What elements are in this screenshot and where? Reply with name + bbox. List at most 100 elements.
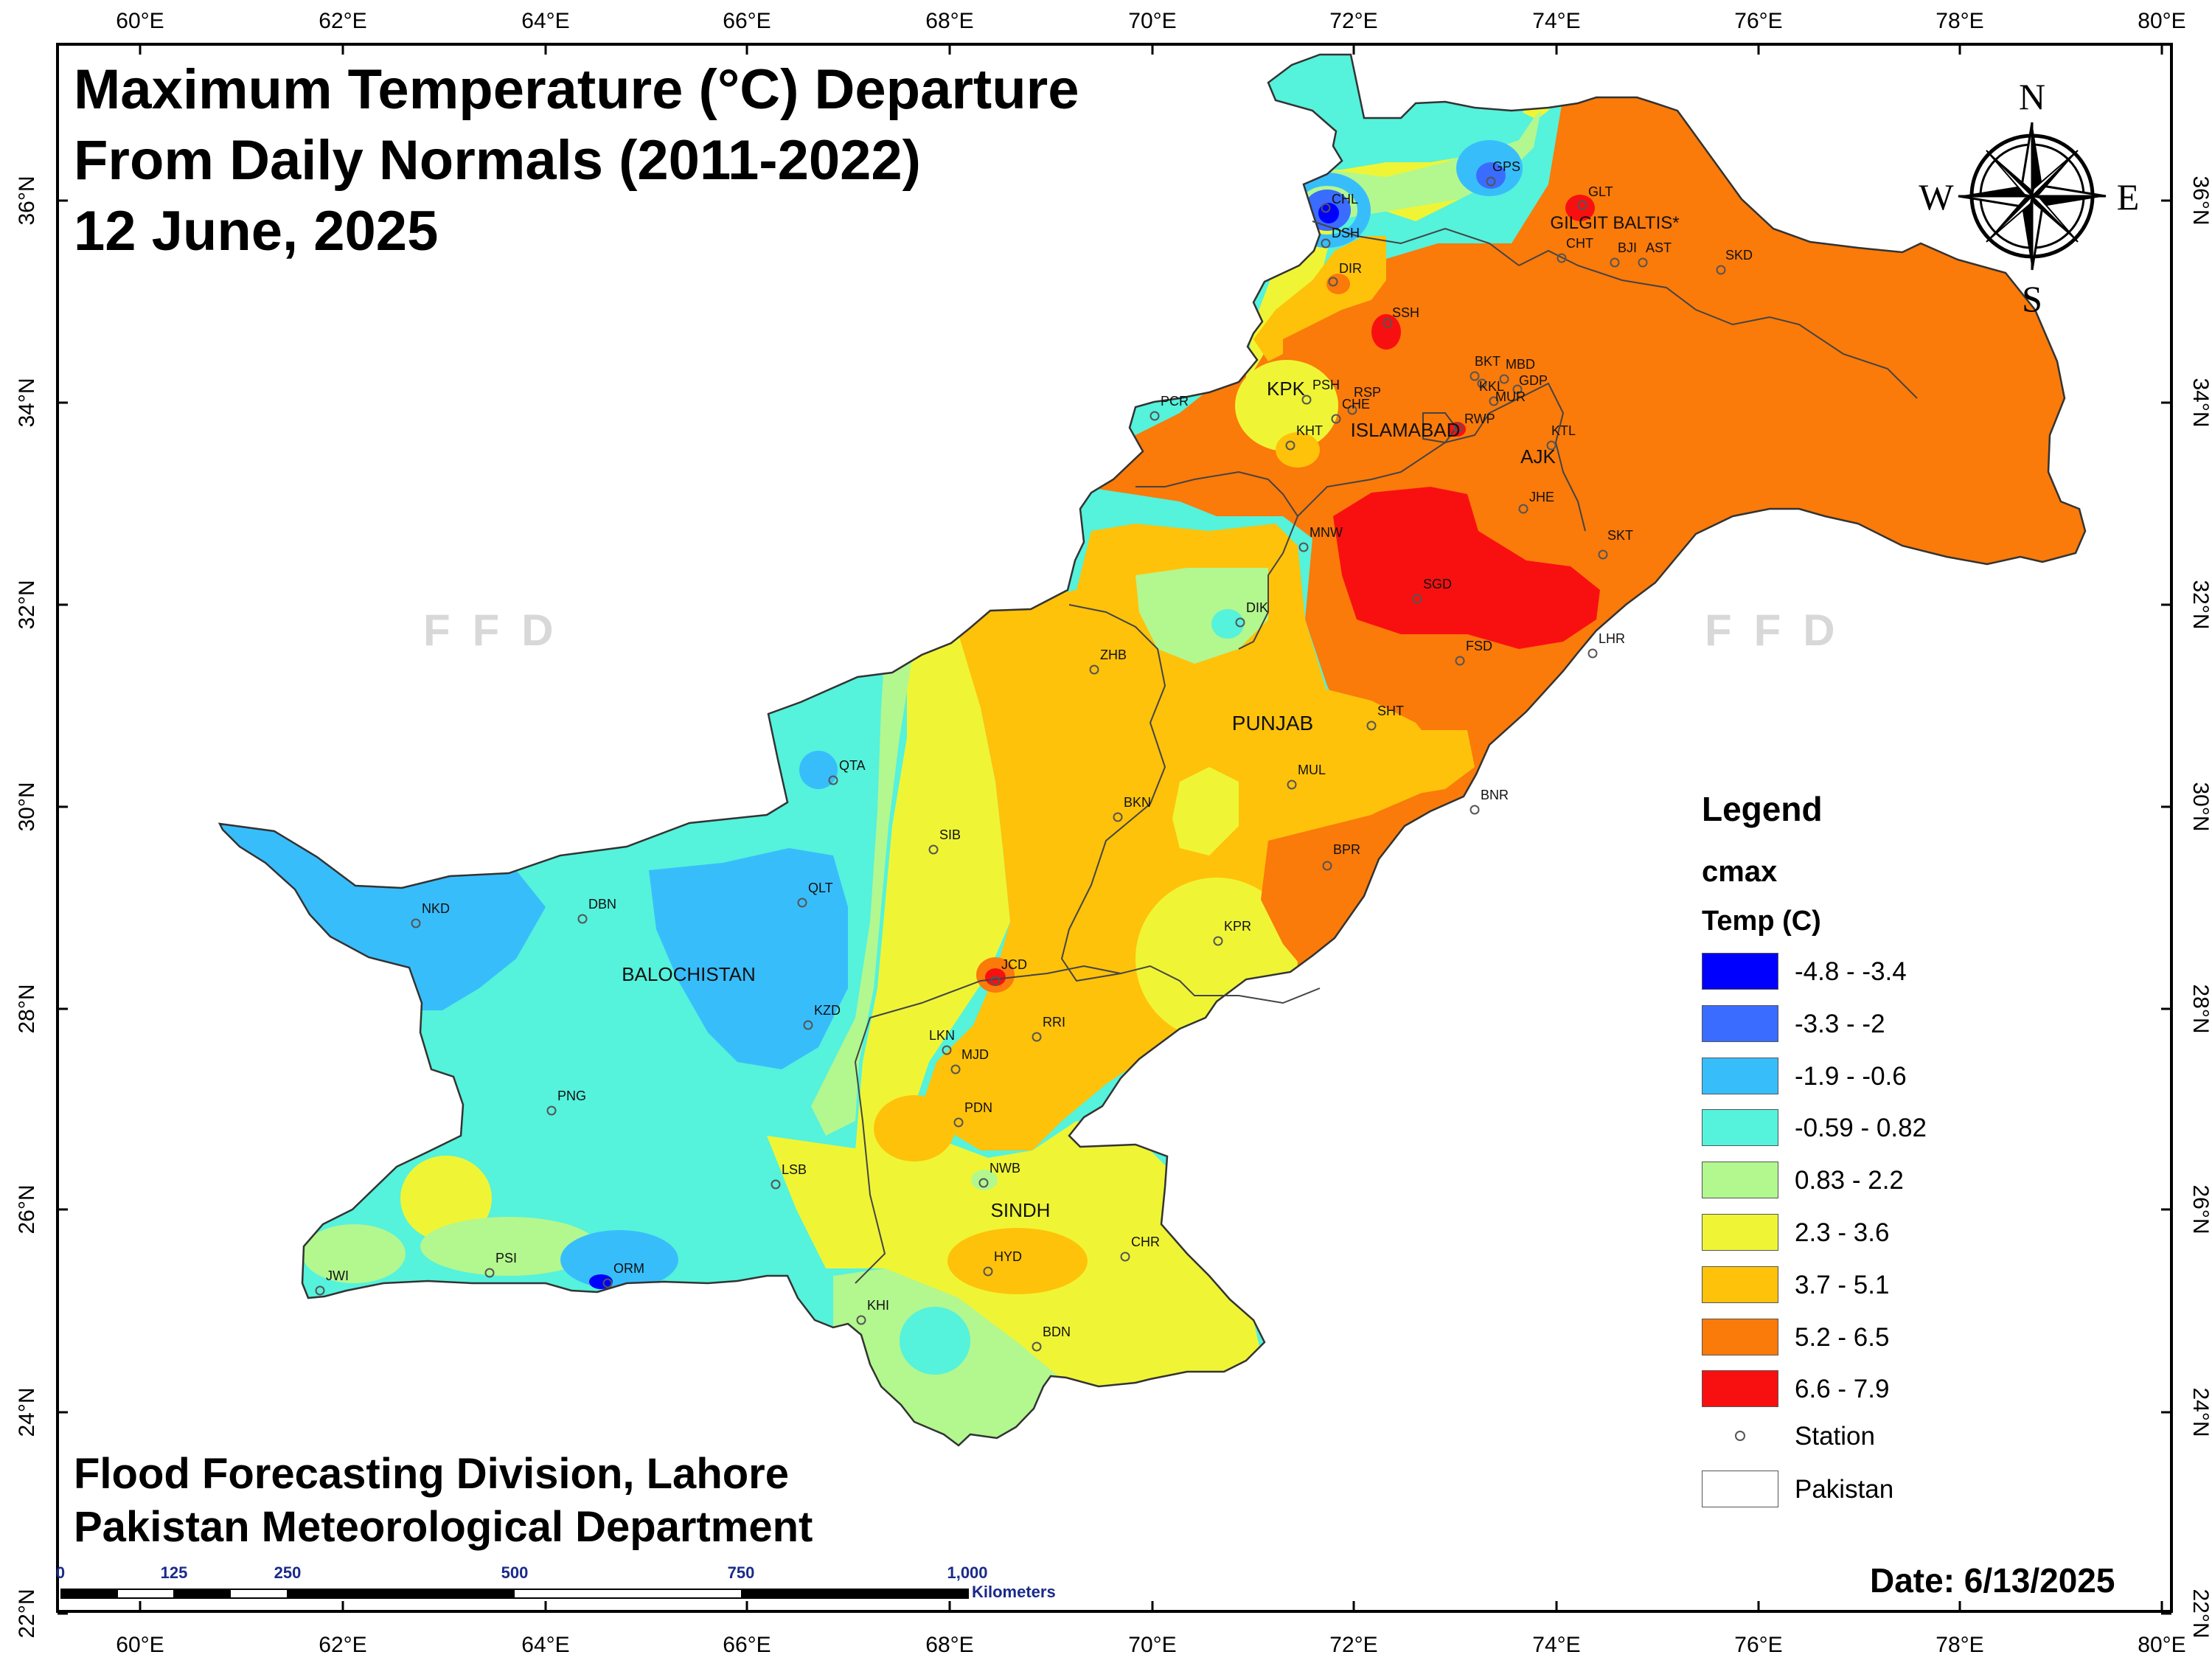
station-marker: [803, 1020, 813, 1030]
lon-label-top: 78°E: [1935, 9, 1983, 33]
lat-label-left: 24°N: [15, 1387, 39, 1437]
station-label: JWI: [326, 1268, 349, 1283]
zone-0-83-to-2-2-west: [811, 645, 914, 1136]
longitude-labels-top: 60°E 62°E 64°E 66°E 68°E 70°E 72°E 74°E 76°E 78°E…: [116, 9, 2185, 33]
scale-tick-label: 0: [56, 1563, 65, 1582]
watermark-right: FFD: [1705, 605, 1857, 655]
station-marker: [411, 918, 421, 928]
legend-class-row: -1.9 - -0.6: [1702, 1057, 2100, 1096]
zone-moderate-multan: [1246, 686, 1445, 841]
zone-orange-mjd: [997, 1046, 1038, 1085]
legend-class-label: 3.7 - 5.1: [1795, 1270, 1890, 1299]
station-label: ORM: [613, 1261, 644, 1276]
legend-class-row: 3.7 - 5.1: [1702, 1266, 2100, 1305]
station-marker: [983, 1266, 993, 1277]
lat-label-left: 26°N: [15, 1184, 39, 1234]
lon-label-bottom: 66°E: [723, 1633, 771, 1657]
compass-w: W: [1919, 176, 1954, 218]
station-label: JHE: [1529, 490, 1554, 504]
station-label: JCD: [1001, 957, 1027, 972]
station-marker: [928, 844, 939, 855]
station-marker: [1455, 656, 1465, 666]
station-label: KHI: [867, 1298, 889, 1313]
lon-label-top: 76°E: [1734, 9, 1782, 33]
boundary-islamabad: [1422, 412, 1458, 444]
station-label: RRI: [1043, 1015, 1065, 1030]
compass-s: S: [2022, 278, 2042, 319]
zone-green-dik: [1135, 568, 1268, 664]
zone-yellow-gwadar: [400, 1156, 492, 1241]
zone-blue-ormara: [560, 1230, 678, 1289]
lon-label-top: 60°E: [116, 9, 164, 33]
station-label: SGD: [1423, 577, 1452, 591]
legend-boundary-label: Pakistan: [1795, 1475, 1894, 1504]
station-label: DIR: [1339, 261, 1362, 276]
station-marker: [1213, 936, 1223, 946]
station-label: NWB: [990, 1161, 1020, 1176]
station-label: GDP: [1519, 373, 1548, 388]
legend-class-swatch: [1702, 953, 1778, 990]
station-marker: [1301, 395, 1312, 405]
legend-class-swatch: [1702, 1004, 1778, 1042]
station-marker: [1716, 265, 1726, 275]
region-label: SINDH: [991, 1199, 1051, 1221]
station-marker: [1499, 374, 1509, 384]
legend-class-label: 0.83 - 2.2: [1795, 1166, 1904, 1195]
station-marker: [1638, 257, 1648, 268]
station-marker: [577, 914, 588, 924]
station-label: BPR: [1333, 842, 1360, 857]
station-label: GLT: [1588, 184, 1613, 199]
station-label: BKN: [1124, 795, 1151, 810]
station-marker: [1321, 203, 1331, 213]
station-marker: [1598, 549, 1608, 560]
station-label: LSB: [782, 1162, 807, 1177]
scale-tick-label: 500: [501, 1563, 529, 1582]
legend-class-label: 6.6 - 7.9: [1795, 1375, 1890, 1404]
zone-orange-hyd: [947, 1228, 1088, 1294]
station-label: PCR: [1161, 394, 1189, 409]
lon-label-bottom: 80°E: [2138, 1633, 2185, 1657]
lat-label-right: 32°N: [2188, 580, 2212, 629]
station-label: MUL: [1298, 763, 1326, 777]
legend-title: Legend: [1702, 790, 1823, 828]
station-marker: [1089, 664, 1099, 675]
frame-ticks: [58, 44, 2171, 1615]
legend-subtitle: Temp (C): [1702, 906, 1821, 937]
station-marker: [1032, 1032, 1042, 1042]
scale-tick-label: 250: [274, 1563, 302, 1582]
station-label: BDN: [1043, 1325, 1071, 1339]
legend-boundary-swatch: [1702, 1471, 1778, 1507]
boundary-kpk-punjab-2: [1297, 397, 1520, 517]
station-label: DSH: [1332, 226, 1360, 240]
legend-class-swatch: [1702, 1057, 1778, 1094]
legend-class-swatch: [1702, 1109, 1778, 1147]
zone-orange-padidan: [874, 1095, 955, 1162]
station-label: AST: [1646, 240, 1672, 255]
station-marker: [1518, 504, 1528, 514]
station-label: BJI: [1618, 240, 1637, 255]
station-marker: [1347, 405, 1357, 415]
scale-tick-label: 750: [728, 1563, 755, 1582]
zone-yellow-pcr: [1235, 360, 1338, 451]
lon-label-bottom: 74°E: [1532, 1633, 1580, 1657]
station-marker: [1150, 411, 1160, 421]
lon-label-bottom: 72°E: [1329, 1633, 1377, 1657]
zone-green-pasni: [420, 1217, 597, 1276]
station-label: MNW: [1310, 525, 1343, 540]
station-label: KHT: [1296, 423, 1323, 438]
lon-label-top: 66°E: [723, 9, 771, 33]
legend: Legend cmax Temp (C) -4.8 - -3.4 -3.3 - -…: [1696, 782, 2109, 1527]
lat-label-right: 26°N: [2188, 1184, 2212, 1234]
station-label: QTA: [839, 758, 866, 773]
station-marker: [546, 1105, 557, 1116]
station-marker: [1331, 414, 1341, 424]
region-label: AJK: [1520, 445, 1556, 468]
station-label: RSP: [1354, 385, 1381, 400]
lon-label-bottom: 60°E: [116, 1633, 164, 1657]
compass-rose: N S E W: [1919, 76, 2139, 319]
legend-station-label: Station: [1795, 1422, 1875, 1451]
station-label: MJD: [961, 1047, 989, 1062]
legend-class-label: -1.9 - -0.6: [1795, 1061, 1907, 1091]
station-label: PNG: [557, 1089, 586, 1103]
